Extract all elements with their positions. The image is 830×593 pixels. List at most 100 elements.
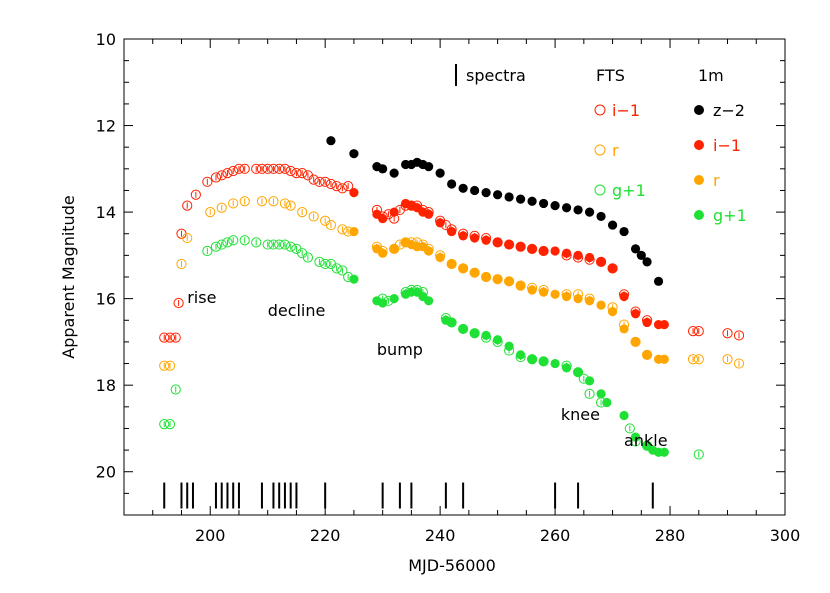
y-tick-label: 14: [96, 203, 116, 222]
x-tick-label: 200: [195, 526, 226, 545]
data-point: [285, 200, 296, 211]
data-point: [256, 163, 268, 174]
data-point: [274, 163, 285, 174]
data-point: [320, 176, 331, 187]
data-point: [159, 360, 170, 371]
data-point: [302, 252, 314, 263]
data-point: [325, 219, 337, 231]
data-point: [279, 239, 291, 250]
data-point: [516, 242, 526, 252]
x-tick-label: 300: [770, 526, 801, 545]
data-point: [602, 397, 612, 408]
data-point: [447, 317, 457, 328]
data-point: [268, 196, 279, 207]
data-point: [389, 244, 399, 254]
data-point: [607, 307, 618, 317]
data-point: [504, 341, 514, 351]
data-point: [389, 294, 399, 304]
legend-1m-marker: [694, 210, 704, 220]
series-1m-i-1: [349, 188, 669, 330]
data-point: [458, 263, 468, 273]
data-point: [251, 237, 262, 248]
legend-1m-header: 1m: [698, 66, 724, 85]
data-point: [435, 168, 445, 178]
data-point: [173, 297, 184, 309]
data-point: [164, 419, 176, 430]
y-tick-label: 10: [96, 30, 116, 49]
data-point: [378, 248, 388, 258]
data-point: [584, 376, 595, 386]
data-point: [458, 323, 469, 335]
data-point: [561, 203, 572, 213]
legend-fts-marker: [594, 184, 606, 196]
data-point: [291, 168, 302, 179]
legend-fts-marker: [594, 104, 606, 116]
data-point: [424, 246, 434, 256]
data-point: [642, 317, 652, 328]
legend-spectra-label: spectra: [466, 66, 526, 85]
data-point: [325, 178, 337, 190]
data-point: [297, 206, 308, 218]
series-1m-g-1: [349, 274, 669, 457]
data-point: [343, 181, 354, 192]
data-point: [493, 190, 503, 200]
annotations: rise decline bump knee ankle: [187, 288, 667, 450]
data-point: [424, 296, 434, 306]
data-point: [469, 267, 480, 278]
data-point: [182, 200, 193, 211]
annotation-label: knee: [561, 405, 600, 424]
data-point: [527, 196, 537, 206]
data-point: [389, 168, 399, 178]
data-point: [619, 291, 629, 302]
data-point: [573, 205, 583, 215]
data-point: [550, 358, 560, 369]
data-point: [202, 176, 213, 187]
data-point: [607, 220, 618, 230]
legend-1m-marker: [694, 140, 704, 150]
data-point: [527, 354, 537, 364]
series-fts-i-1: [159, 163, 745, 343]
data-point: [182, 232, 193, 244]
data-point: [573, 367, 583, 377]
data-point: [262, 239, 273, 250]
data-point: [216, 202, 227, 213]
data-point: [331, 181, 342, 192]
data-point: [722, 354, 733, 365]
data-point: [320, 258, 331, 270]
data-point: [233, 163, 245, 174]
data-point: [378, 298, 388, 308]
data-point: [424, 162, 434, 172]
data-point: [337, 224, 348, 235]
data-point: [573, 250, 583, 260]
data-point: [538, 198, 549, 209]
legend-1m-label: i−1: [713, 136, 741, 155]
data-point: [239, 163, 250, 174]
x-tick-label: 240: [425, 526, 456, 545]
data-point: [596, 257, 606, 267]
spectra-epoch-markers: [163, 482, 654, 509]
data-point: [693, 354, 704, 365]
data-point: [268, 163, 279, 174]
data-point: [308, 174, 319, 185]
data-point: [314, 176, 325, 187]
data-point: [481, 188, 491, 198]
data-point: [504, 276, 514, 286]
data-point: [159, 419, 170, 430]
data-point: [584, 252, 595, 263]
data-point: [693, 325, 704, 337]
data-point: [228, 165, 239, 177]
data-point: [216, 239, 227, 250]
data-point: [659, 320, 669, 330]
data-point: [527, 244, 537, 254]
annotation-label: ankle: [624, 431, 668, 450]
data-point: [458, 324, 468, 334]
data-point: [493, 274, 503, 284]
data-point: [550, 289, 560, 299]
data-point: [210, 172, 222, 183]
data-point: [239, 235, 250, 246]
data-point: [349, 188, 359, 198]
data-points: [159, 136, 745, 460]
data-point: [619, 324, 629, 334]
data-point: [202, 245, 213, 257]
